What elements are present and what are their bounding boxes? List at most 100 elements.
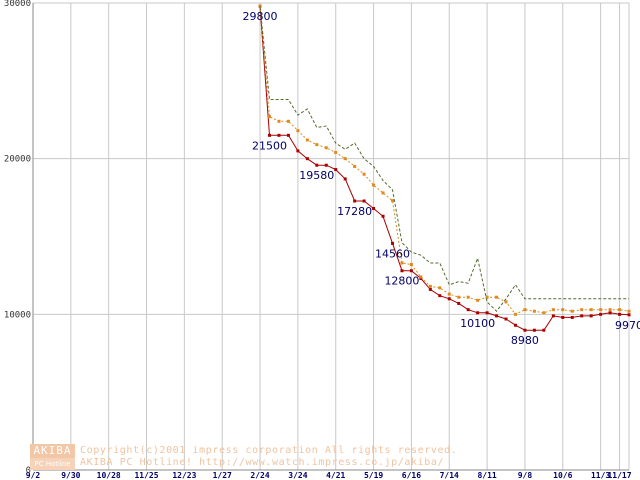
min-price-point xyxy=(618,312,622,316)
average-price-point xyxy=(466,295,470,299)
min-price-point xyxy=(277,133,281,137)
min-price-point xyxy=(286,133,290,137)
x-tick-label: 9/30 xyxy=(61,471,80,480)
min-price-point xyxy=(532,328,536,332)
min-price-point xyxy=(268,133,272,137)
min-price-point xyxy=(580,314,584,318)
average-price-point xyxy=(580,308,584,312)
min-price-point xyxy=(305,157,309,161)
data-label: 21500 xyxy=(252,139,287,152)
y-tick-label: 30000 xyxy=(4,0,31,9)
min-price-point xyxy=(334,168,338,172)
data-label: 29800 xyxy=(243,10,278,23)
labels-layer: 29800 21500 19580 17280 14560 12800 10100 8980 9… xyxy=(243,10,640,347)
min-price-point xyxy=(409,269,413,273)
average-price-point xyxy=(570,309,574,313)
min-price-point xyxy=(495,314,499,318)
x-tick-label: 8/11 xyxy=(477,471,496,480)
min-price-point xyxy=(372,206,376,210)
data-label: 8980 xyxy=(511,334,539,347)
x-tick-label: 9/2 xyxy=(26,471,41,480)
x-tick-label: 11/17 xyxy=(607,471,631,480)
min-price-point xyxy=(353,199,357,203)
average-price-point xyxy=(447,292,451,296)
x-tick-label: 11/3 xyxy=(591,471,610,480)
min-price-point xyxy=(296,149,300,153)
average-price-point xyxy=(343,157,347,161)
average-price-point xyxy=(286,119,290,123)
average-price-point xyxy=(438,286,442,290)
average-price-point xyxy=(353,164,357,168)
min-price-point xyxy=(419,277,423,281)
average-price-point xyxy=(532,309,536,313)
data-label: 12800 xyxy=(384,275,419,288)
min-price-line xyxy=(259,6,630,331)
min-price-point xyxy=(457,301,461,305)
average-price-point xyxy=(457,295,461,299)
x-tick-label: 10/28 xyxy=(97,471,121,480)
min-price-point xyxy=(476,311,480,315)
x-tick-label: 5/19 xyxy=(364,471,383,480)
min-price-point xyxy=(447,297,451,301)
data-label: 10100 xyxy=(460,317,495,330)
min-price-point xyxy=(523,328,527,332)
min-price-point xyxy=(466,308,470,312)
x-tick-label: 9/8 xyxy=(518,471,533,480)
y-tick-label: 0 xyxy=(26,466,31,476)
min-price-point xyxy=(324,163,328,167)
min-price-point xyxy=(315,163,319,167)
min-price-point xyxy=(438,294,442,298)
min-price-point xyxy=(428,287,432,291)
min-price-point xyxy=(400,269,404,273)
average-price-point xyxy=(409,263,413,267)
average-price-point xyxy=(589,308,593,312)
average-price-point xyxy=(324,146,328,150)
x-tick-label: 1/27 xyxy=(213,471,232,480)
average-price-point xyxy=(618,308,622,312)
average-price-point xyxy=(381,191,385,195)
min-price-point xyxy=(589,314,593,318)
grid xyxy=(32,2,630,471)
min-price-point xyxy=(504,317,508,321)
min-price-point xyxy=(362,199,366,203)
min-price-point xyxy=(608,311,612,315)
data-label: 14560 xyxy=(375,247,410,260)
average-price-point xyxy=(513,312,517,316)
average-price-point xyxy=(504,300,508,304)
average-price-point xyxy=(561,308,565,312)
min-price-point xyxy=(513,323,517,327)
min-price-point xyxy=(542,328,546,332)
x-tick-label: 6/16 xyxy=(402,471,421,480)
average-price-point xyxy=(476,298,480,302)
x-tick-label: 11/25 xyxy=(134,471,158,480)
average-price-line xyxy=(259,6,630,315)
average-price-point xyxy=(608,308,612,312)
average-price-point xyxy=(400,261,404,265)
min-price-point xyxy=(343,177,347,181)
max-price-line xyxy=(259,6,629,312)
average-price-point xyxy=(277,119,281,123)
min-price-point xyxy=(599,312,603,316)
min-price-point xyxy=(485,311,489,315)
data-label: 9970 xyxy=(615,319,640,332)
x-tick-label: 7/14 xyxy=(440,471,459,480)
min-price-point xyxy=(561,315,565,319)
x-tick-label: 4/21 xyxy=(326,471,345,480)
average-price-point xyxy=(551,308,555,312)
y-tick-label: 10000 xyxy=(4,310,31,320)
average-price-point xyxy=(542,311,546,315)
average-price-point xyxy=(334,150,338,154)
average-price-point xyxy=(315,143,319,147)
average-price-point xyxy=(419,275,423,279)
y-tick-label: 20000 xyxy=(4,155,31,165)
average-price-point xyxy=(495,295,499,299)
average-price-point xyxy=(627,309,631,313)
series-layer xyxy=(258,4,631,332)
min-price-point xyxy=(570,315,574,319)
average-price-point xyxy=(372,183,376,187)
average-price-point xyxy=(485,295,489,299)
average-price-point xyxy=(599,308,603,312)
data-label: 17280 xyxy=(337,205,372,218)
x-tick-label: 10/6 xyxy=(553,471,572,480)
